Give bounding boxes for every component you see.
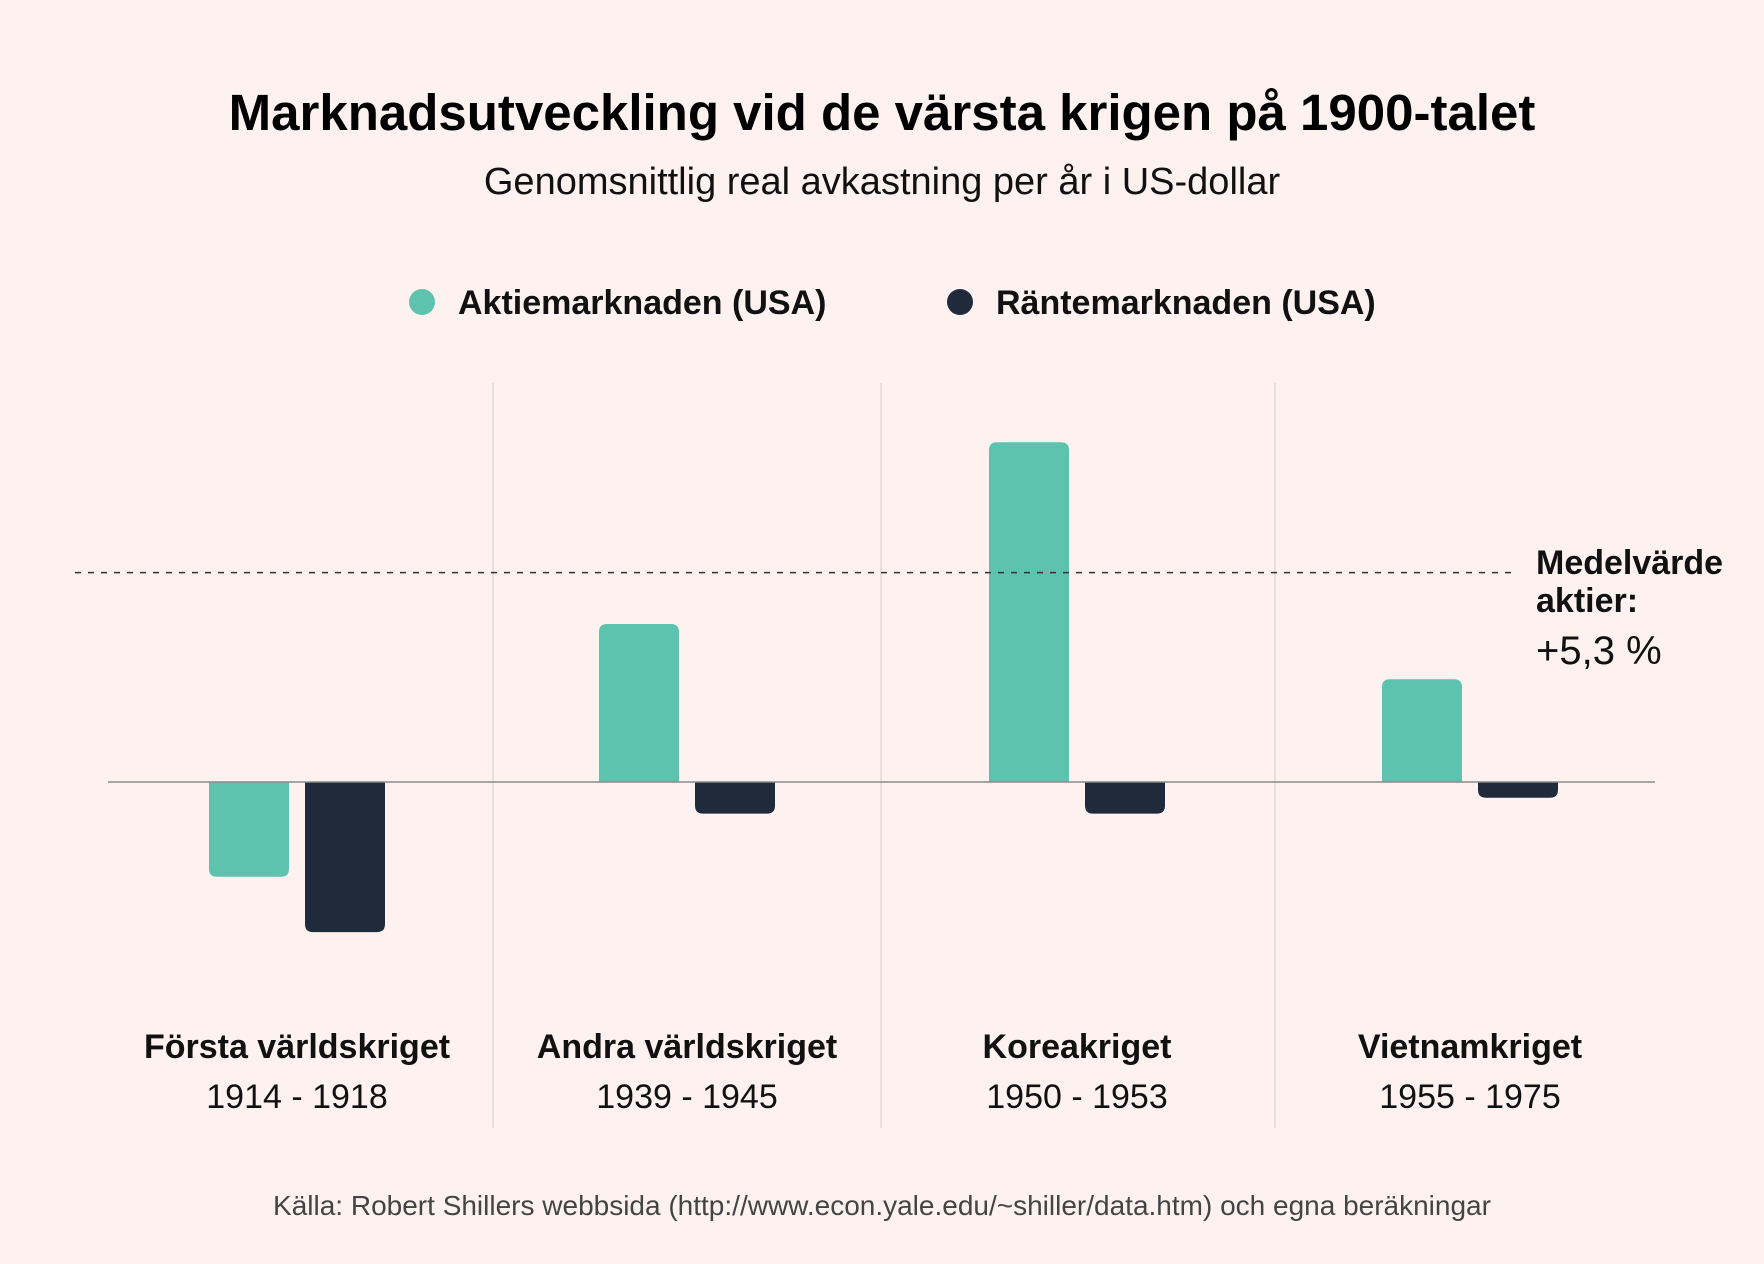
category-label-2: Andra världskriget — [537, 1028, 837, 1066]
reference-label-line1: Medelvärde — [1536, 544, 1723, 582]
bar-bonds-3 — [1085, 782, 1165, 814]
legend-marker-bonds — [947, 289, 973, 315]
bar-bonds-4 — [1478, 782, 1558, 798]
chart-title: Marknadsutveckling vid de värsta krigen … — [229, 84, 1536, 141]
legend: Aktiemarknaden (USA) Räntemarknaden (USA… — [409, 284, 1376, 322]
category-years-1: 1914 - 1918 — [206, 1078, 388, 1116]
category-label-3: Koreakriget — [983, 1028, 1172, 1066]
source-note: Källa: Robert Shillers webbsida (http://… — [273, 1190, 1491, 1221]
category-label-4: Vietnamkriget — [1358, 1028, 1582, 1066]
bar-bonds-2 — [695, 782, 775, 814]
reference-label-line2: aktier: — [1536, 582, 1638, 620]
bar-stocks-2 — [599, 624, 679, 782]
bar-bonds-1 — [305, 782, 385, 933]
chart-subtitle: Genomsnittlig real avkastning per år i U… — [484, 161, 1281, 203]
bar-stocks-1 — [209, 782, 289, 877]
legend-marker-stocks — [409, 289, 435, 315]
reference-label: Medelvärde aktier: +5,3 % — [1536, 544, 1723, 673]
category-years-2: 1939 - 1945 — [596, 1078, 778, 1116]
plot-area: Första världskriget 1914 - 1918 Andra värl… — [75, 383, 1655, 1128]
reference-label-value: +5,3 % — [1536, 629, 1662, 673]
bar-stocks-3 — [989, 442, 1069, 782]
legend-label-stocks: Aktiemarknaden (USA) — [458, 284, 826, 322]
category-label-1: Första världskriget — [144, 1028, 450, 1066]
legend-label-bonds: Räntemarknaden (USA) — [996, 284, 1376, 322]
category-years-4: 1955 - 1975 — [1379, 1078, 1561, 1116]
category-years-3: 1950 - 1953 — [986, 1078, 1168, 1116]
bar-stocks-4 — [1382, 679, 1462, 782]
